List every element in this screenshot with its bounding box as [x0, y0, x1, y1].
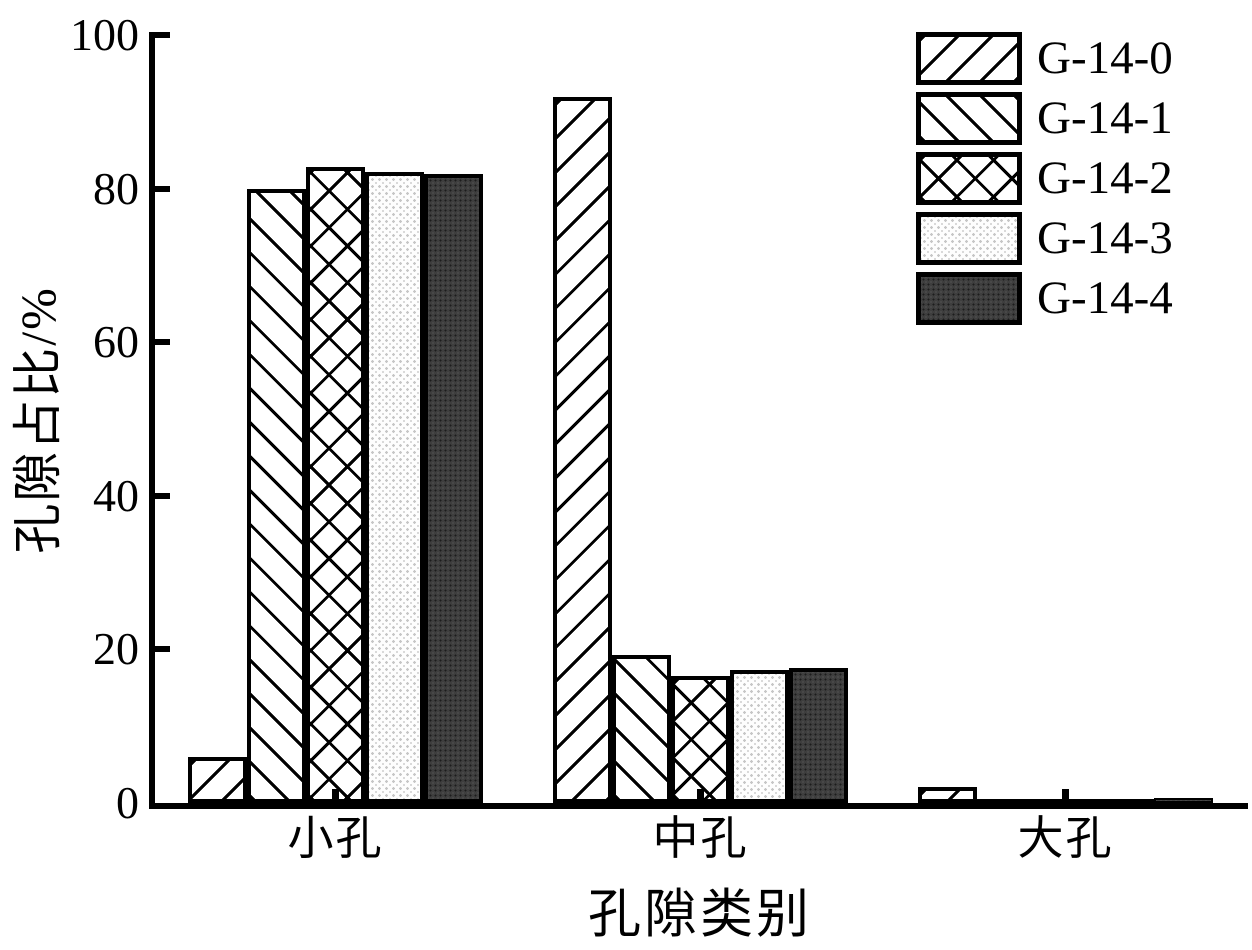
- legend-label-G-14-4: G-14-4: [1037, 272, 1173, 324]
- legend-label-G-14-2: G-14-2: [1037, 152, 1173, 204]
- y-tick-label: 20: [93, 623, 139, 675]
- bar-G-14-1-group3: [977, 799, 1036, 803]
- legend-swatch-G-14-3: [916, 212, 1022, 265]
- legend-label-G-14-0: G-14-0: [1037, 32, 1173, 84]
- x-axis-line: [149, 803, 1248, 809]
- y-tick-label: 60: [93, 316, 139, 368]
- bar-G-14-3-group1: [365, 171, 424, 803]
- x-axis-title: 孔隙类别: [588, 886, 812, 944]
- category-label-1: 小孔: [287, 813, 384, 864]
- y-tick-label: 40: [93, 469, 139, 521]
- bar-G-14-1-group2: [612, 654, 671, 803]
- legend-item-G-14-4: G-14-4: [916, 272, 1173, 325]
- y-axis-line: [149, 32, 155, 809]
- legend: G-14-0 G-14-1 G-14-2 G-14-3 G-14-4: [916, 32, 1173, 332]
- y-tick-mark: [155, 646, 170, 653]
- bar-G-14-3-group3: [1095, 799, 1154, 803]
- category-label-2: 中孔: [652, 813, 749, 864]
- legend-item-G-14-1: G-14-1: [916, 92, 1173, 145]
- x-tick-mark: [697, 789, 704, 803]
- legend-swatch-G-14-0: [916, 32, 1022, 85]
- legend-label-G-14-3: G-14-3: [1037, 212, 1173, 264]
- y-tick-mark: [155, 492, 170, 499]
- plot-area: 0 20 40 60 80 100 小孔 中孔 大孔: [70, 9, 1248, 864]
- legend-label-G-14-1: G-14-1: [1037, 92, 1173, 144]
- y-tick-mark: [155, 185, 170, 192]
- y-tick-label: 0: [116, 777, 139, 828]
- y-tick-label: 80: [93, 162, 139, 214]
- legend-swatch-G-14-2: [916, 152, 1022, 205]
- bar-G-14-0-group3: [918, 786, 977, 803]
- x-tick-mark: [1062, 789, 1069, 803]
- bar-G-14-0-group1: [188, 756, 247, 803]
- legend-item-G-14-3: G-14-3: [916, 212, 1173, 265]
- bar-G-14-4-group3: [1154, 798, 1213, 803]
- bar-G-14-0-group2: [553, 97, 612, 803]
- legend-swatch-G-14-4: [916, 272, 1022, 325]
- x-tick-mark: [332, 789, 339, 803]
- y-tick-mark: [155, 339, 170, 346]
- bar-G-14-3-group2: [730, 670, 789, 803]
- bar-G-14-1-group1: [247, 188, 306, 803]
- y-tick-label: 100: [70, 9, 139, 60]
- bar-G-14-4-group1: [424, 174, 483, 803]
- y-tick-mark: [155, 32, 170, 38]
- bar-G-14-2-group2: [671, 676, 730, 803]
- legend-swatch-G-14-1: [916, 92, 1022, 145]
- bar-G-14-2-group1: [306, 167, 365, 803]
- category-label-3: 大孔: [1017, 813, 1114, 864]
- bar-G-14-4-group2: [789, 667, 848, 803]
- legend-item-G-14-2: G-14-2: [916, 152, 1173, 205]
- legend-item-G-14-0: G-14-0: [916, 32, 1173, 85]
